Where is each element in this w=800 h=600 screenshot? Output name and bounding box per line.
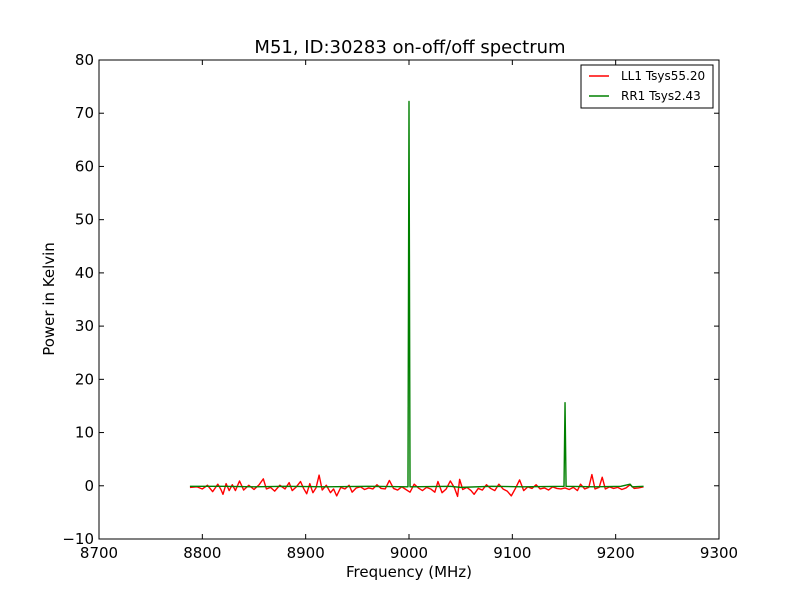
y-tick-label: 0 [84, 477, 94, 495]
y-tick-label: −10 [62, 530, 94, 548]
series-line-rr1 [189, 100, 644, 489]
y-tick-label: 20 [75, 370, 94, 388]
axis-ticks: 8700 8800 8900 9000 9100 9200 9300 −10 0 10 20 30 40… [62, 51, 738, 562]
x-tick-label: 9200 [597, 544, 635, 562]
y-tick-label: 50 [75, 211, 94, 229]
x-tick-label: 8800 [183, 544, 221, 562]
x-tick-label: 9300 [700, 544, 738, 562]
x-tick-label: 9000 [390, 544, 428, 562]
x-tick-label: 9100 [493, 544, 531, 562]
y-tick-label: 60 [75, 157, 94, 175]
legend-label: RR1 Tsys2.43 [621, 89, 701, 103]
legend-box [580, 64, 714, 109]
x-tick-label: 8700 [80, 544, 118, 562]
y-tick-label: 40 [75, 264, 94, 282]
y-axis-label: Power in Kelvin [40, 242, 58, 356]
legend: LL1 Tsys55.20 RR1 Tsys2.43 [580, 64, 714, 109]
plot-area [189, 100, 644, 498]
legend-label: LL1 Tsys55.20 [621, 69, 705, 83]
y-tick-label: 30 [75, 317, 94, 335]
y-tick-label: 70 [75, 104, 94, 122]
x-tick-label: 8900 [287, 544, 325, 562]
y-tick-label: 10 [75, 424, 94, 442]
x-axis-label: Frequency (MHz) [346, 563, 472, 581]
series-line-ll1 [189, 473, 644, 498]
y-tick-label: 80 [75, 51, 94, 69]
chart-title: M51, ID:30283 on-off/off spectrum [254, 37, 565, 58]
